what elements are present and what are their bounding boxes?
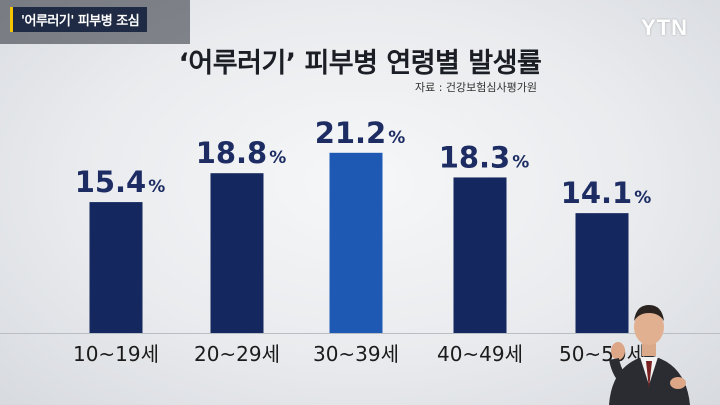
category-label-0: 10~19세 [73, 342, 159, 366]
ytn-logo: YTN [641, 15, 688, 40]
chart-title: ‘어루러기’ 피부병 연령별 발생률 [178, 48, 542, 79]
bar-3 [453, 177, 507, 333]
category-label-3: 40~49세 [437, 342, 523, 366]
sign-language-interpreter [609, 305, 690, 405]
bar-4 [575, 213, 629, 333]
category-label-2: 30~39세 [313, 342, 399, 366]
bar-value-label-1: 18.8% [196, 136, 287, 170]
category-label-1: 20~29세 [194, 342, 280, 366]
bar-2 [329, 152, 383, 333]
bar-1 [210, 173, 264, 333]
topic-banner: '어루러기' 피부병 조심 [0, 0, 190, 44]
bar-value-label-0: 15.4% [75, 165, 166, 199]
bar-value-label-4: 14.1% [561, 176, 652, 210]
category-label-4: 50~59세 [559, 342, 645, 366]
topic-label: '어루러기' 피부병 조심 [10, 7, 148, 32]
bar-value-label-3: 18.3% [439, 140, 530, 174]
bar-value-label-2: 21.2% [315, 116, 406, 150]
bar-0 [89, 202, 143, 333]
chart-source: 자료 : 건강보험심사평가원 [414, 81, 537, 94]
